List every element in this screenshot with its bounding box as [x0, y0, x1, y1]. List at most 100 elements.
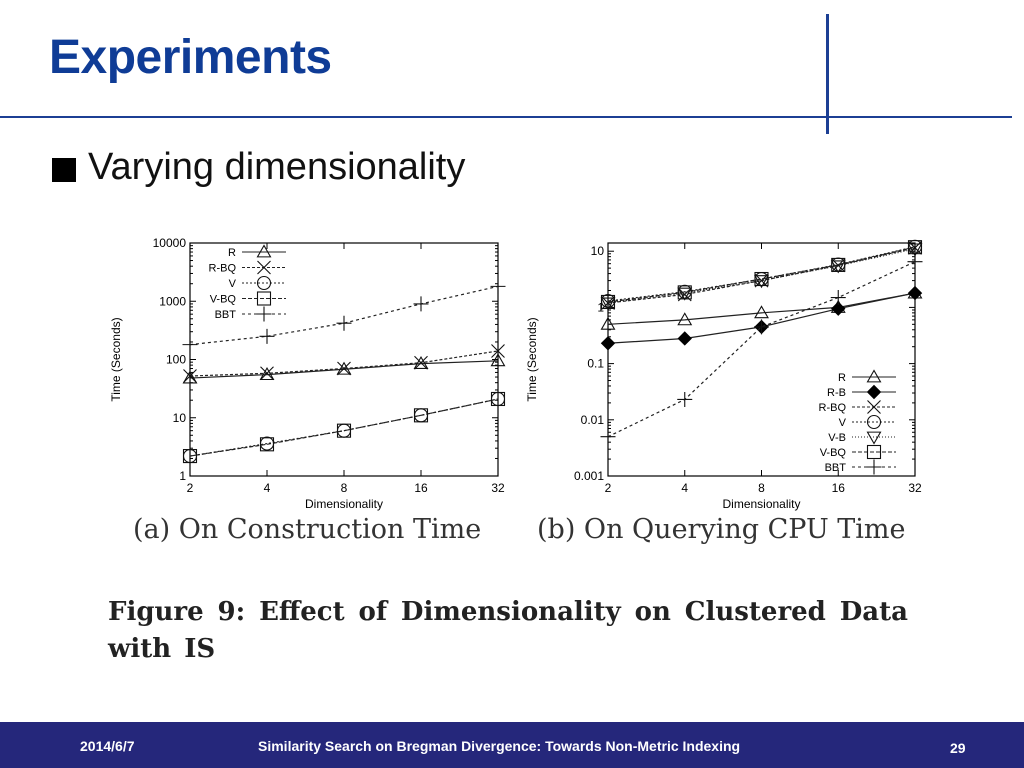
data-point: [831, 301, 846, 316]
title-divider-horizontal: [0, 116, 1012, 118]
data-point: [182, 337, 198, 353]
data-point: [414, 355, 428, 370]
legend-marker: [256, 275, 272, 291]
series-v: [182, 391, 506, 464]
data-point: [260, 366, 274, 381]
x-tick-label: 4: [681, 481, 688, 495]
legend-label: V: [839, 417, 847, 429]
x-tick-label: 16: [414, 481, 428, 495]
legend-label: V-BQ: [210, 294, 237, 306]
data-point: [677, 287, 693, 301]
legend-label: BBT: [825, 462, 847, 474]
data-point: [754, 305, 769, 319]
subcaption-a: (a) On Construction Time: [133, 514, 482, 545]
chart-construction-time: 1 10 100 1000 10000 2 4 8 16 32 Dimensionality Time…: [109, 236, 506, 511]
footer-bar: 2014/6/7 Similarity Search on Bregman Di…: [0, 722, 1024, 768]
series-v-b: [600, 243, 923, 311]
legend-label: R-BQ: [209, 263, 237, 275]
data-point: [413, 408, 429, 423]
data-point: [259, 328, 275, 344]
legend-marker: [256, 244, 272, 258]
x-tick-label: 32: [491, 481, 505, 495]
series-line: [607, 292, 916, 325]
y-tick-label: 1: [597, 300, 604, 314]
slide-title: Experiments: [49, 31, 332, 84]
y-tick-label: 0.01: [581, 413, 605, 427]
legend-label: V-B: [828, 432, 846, 444]
x-tick-label: 8: [341, 481, 348, 495]
series-line: [189, 350, 499, 377]
x-tick-label: 2: [187, 481, 194, 495]
data-point: [413, 356, 429, 370]
data-point: [182, 449, 198, 464]
page-number: 29: [950, 740, 966, 756]
data-point: [336, 423, 352, 438]
y-tick-label: 10: [173, 411, 187, 425]
y-tick-label: 1000: [159, 294, 186, 308]
legend-marker: [256, 291, 272, 306]
data-point: [182, 370, 198, 384]
y-tick-label: 10000: [153, 236, 187, 250]
legend-marker: [256, 306, 272, 322]
data-point: [907, 240, 923, 255]
legend-label: V-BQ: [820, 447, 847, 459]
bullet-item: Varying dimensionality: [52, 146, 465, 189]
series-line: [607, 248, 916, 304]
y-axis-label: Time (Seconds): [109, 317, 123, 401]
figure-caption: Figure 9: Effect of Dimensionality on Cl…: [108, 597, 908, 664]
data-point: [754, 319, 769, 335]
data-point: [259, 436, 275, 451]
y-tick-label: 0.001: [574, 469, 604, 483]
data-point: [600, 294, 616, 310]
footer-date: 2014/6/7: [80, 738, 135, 754]
legend-marker: [866, 384, 882, 400]
series-line: [189, 285, 499, 346]
data-point: [336, 315, 352, 331]
y-axis-label: Time (Seconds): [525, 317, 539, 401]
data-point: [831, 257, 846, 272]
data-point: [600, 336, 616, 351]
y-tick-label: 1: [179, 469, 186, 483]
data-point: [600, 297, 616, 311]
series-line: [607, 261, 916, 438]
data-point: [677, 312, 693, 326]
legend-label: R: [228, 247, 236, 259]
title-divider-vertical: [826, 14, 829, 134]
legend-label: V: [229, 278, 237, 290]
series-v-bq: [182, 391, 506, 464]
data-point: [907, 243, 923, 257]
legend-marker: [866, 369, 882, 383]
legend-marker: [866, 431, 882, 445]
data-point: [830, 260, 846, 274]
data-point: [183, 369, 197, 383]
legend-label: R: [838, 372, 846, 384]
series-r-bq: [183, 344, 505, 383]
footer-title: Similarity Search on Bregman Divergence:…: [258, 738, 741, 754]
data-point: [907, 254, 923, 270]
legend: R R-B R-BQ V V-B V-BQ BBT: [819, 369, 896, 475]
legend-marker: [866, 414, 882, 430]
data-point: [677, 285, 692, 300]
data-point: [413, 296, 429, 312]
bullet-square-icon: [52, 157, 76, 182]
data-point: [259, 367, 275, 381]
series-v: [600, 239, 923, 309]
legend-marker: [866, 459, 882, 475]
series-line: [607, 246, 916, 302]
data-point: [491, 344, 505, 358]
series-bbt: [182, 278, 506, 353]
legend-marker: [867, 400, 881, 414]
bullet-text: Varying dimensionality: [88, 146, 466, 188]
plot-frame: [189, 242, 499, 477]
legend-label: R-B: [827, 387, 846, 399]
x-tick-label: 32: [908, 481, 922, 495]
data-point: [337, 361, 351, 376]
data-point: [490, 391, 506, 407]
legend-label: BBT: [215, 309, 237, 321]
x-tick-label: 16: [832, 481, 846, 495]
data-point: [600, 316, 616, 330]
chart-query-cpu-time: 0.001 0.01 0.1 1 10 2 4 8 16 32 Dimensionality Time…: [525, 239, 923, 511]
series-line: [189, 398, 499, 457]
data-point: [490, 353, 506, 367]
data-point: [600, 429, 616, 445]
